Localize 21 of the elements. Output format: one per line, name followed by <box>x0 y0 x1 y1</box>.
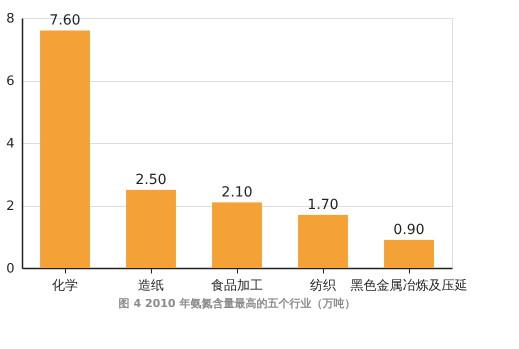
bar <box>384 240 434 268</box>
x-tick-label: 食品加工 <box>211 278 263 294</box>
caption: 图 4 2010 年氨氮含量最高的五个行业（万吨） <box>118 297 356 310</box>
x-tick-label: 造纸 <box>138 278 164 294</box>
x-tick-label: 纺织 <box>310 278 336 294</box>
bar <box>40 30 90 268</box>
y-tick-label: 2 <box>6 199 14 214</box>
bar <box>212 202 262 268</box>
data-label: 1.70 <box>307 196 339 213</box>
bar <box>298 214 348 268</box>
y-tick-label: 0 <box>6 262 14 276</box>
y-tick-label: 4 <box>6 136 14 152</box>
data-label: 0.90 <box>393 222 425 238</box>
x-tick-label: 化学 <box>52 278 78 294</box>
data-label: 2.50 <box>135 172 167 188</box>
data-label: 2.10 <box>221 184 253 200</box>
y-tick-label: 6 <box>6 74 14 89</box>
bar <box>126 190 176 268</box>
data-label: 7.60 <box>49 12 81 28</box>
x-tick-label: 黑色金属冶炼及压延 <box>350 278 468 294</box>
y-tick-label: 8 <box>6 12 14 26</box>
